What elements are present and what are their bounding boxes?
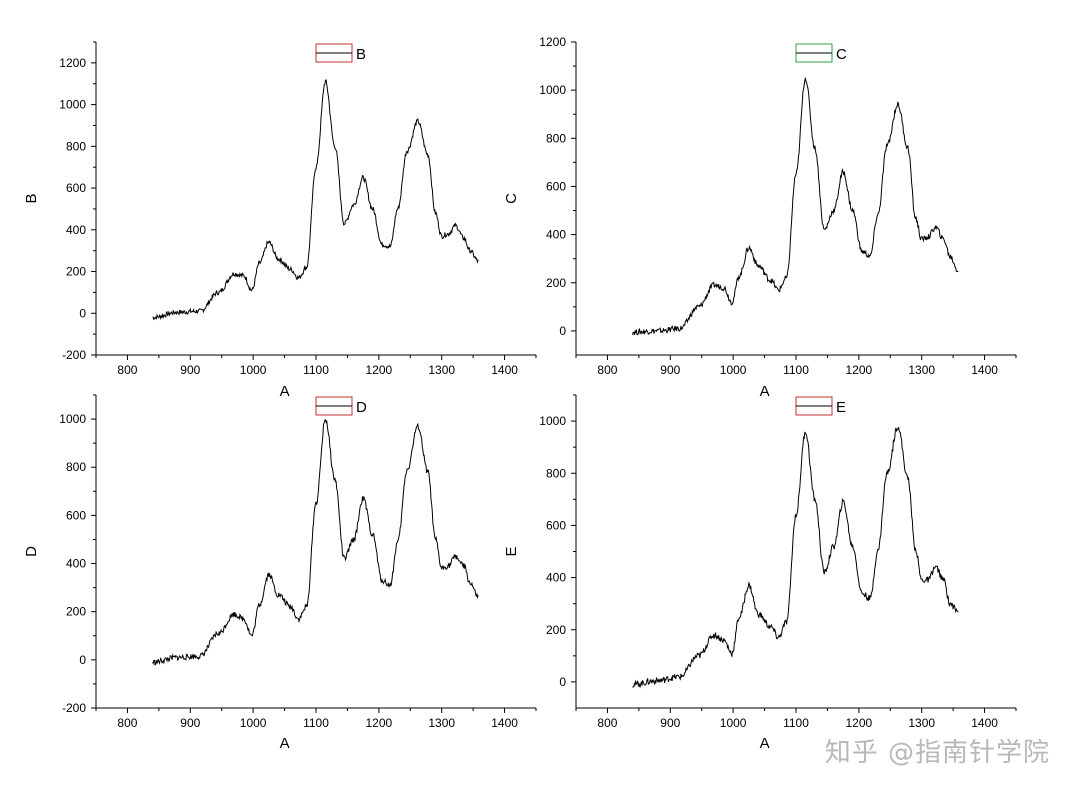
y-tick-label: 1000 xyxy=(539,414,566,428)
y-tick-label: 0 xyxy=(79,306,86,320)
x-tick-label: 900 xyxy=(180,716,200,730)
series-line-c xyxy=(632,77,959,336)
x-tick-label: 1200 xyxy=(366,363,393,377)
x-tick-label: 800 xyxy=(597,716,617,730)
x-tick-label: 1000 xyxy=(240,716,267,730)
chart-panel-d: -200 0 200 400 600 800 1000 800 900 1000 1100 1200 1… xyxy=(23,394,537,752)
series-line-b xyxy=(152,79,479,321)
legend-label: E xyxy=(836,399,846,416)
x-tick-label: 800 xyxy=(117,716,137,730)
series-line-d xyxy=(152,418,479,666)
y-tick-label: 800 xyxy=(546,131,566,145)
y-tick-label: 600 xyxy=(66,508,86,522)
y-tick-label: 600 xyxy=(66,181,86,195)
y-tick-label: 200 xyxy=(66,605,86,619)
chart-panel-b: -200 0 200 400 600 800 1000 1200 800 900 1000 1100 1… xyxy=(23,41,537,400)
y-tick-label: 1000 xyxy=(59,98,86,112)
y-tick-label: 400 xyxy=(546,571,566,585)
x-tick-label: 1200 xyxy=(846,363,873,377)
y-axis-title: C xyxy=(503,193,520,204)
y-tick-label: 600 xyxy=(546,518,566,532)
y-tick-label: 800 xyxy=(66,460,86,474)
y-tick-label: 800 xyxy=(546,466,566,480)
y-tick-label: 0 xyxy=(559,675,566,689)
x-tick-label: 1400 xyxy=(491,716,518,730)
x-axis-title: A xyxy=(280,735,290,752)
legend-label: C xyxy=(836,46,847,63)
y-tick-label: -200 xyxy=(62,348,86,362)
watermark: 知乎 @指南针学院 xyxy=(824,738,1050,768)
y-tick-label: 0 xyxy=(559,324,566,338)
x-axis-title: A xyxy=(760,383,770,400)
x-tick-label: 800 xyxy=(117,363,137,377)
x-tick-label: 800 xyxy=(597,363,617,377)
y-tick-label: 200 xyxy=(546,276,566,290)
chart-panel-e: 0 200 400 600 800 1000 800 900 1000 1100 1200 1300 1… xyxy=(503,394,1017,752)
y-tick-label: 1000 xyxy=(539,83,566,97)
x-tick-label: 900 xyxy=(660,716,680,730)
y-tick-label: -200 xyxy=(62,701,86,715)
x-tick-label: 1300 xyxy=(908,363,935,377)
x-tick-label: 1300 xyxy=(428,716,455,730)
y-tick-label: 200 xyxy=(546,623,566,637)
x-tick-label: 1000 xyxy=(720,716,747,730)
x-tick-label: 1100 xyxy=(783,363,809,377)
y-tick-label: 1200 xyxy=(539,35,566,49)
y-tick-label: 1000 xyxy=(59,412,86,426)
y-tick-label: 400 xyxy=(66,557,86,571)
y-tick-label: 200 xyxy=(66,265,86,279)
x-tick-label: 1400 xyxy=(971,716,998,730)
x-tick-label: 1200 xyxy=(846,716,873,730)
y-axis-title: D xyxy=(23,546,40,557)
x-tick-label: 900 xyxy=(180,363,200,377)
y-tick-label: 600 xyxy=(546,179,566,193)
x-tick-label: 1100 xyxy=(303,716,329,730)
x-tick-label: 1200 xyxy=(366,716,393,730)
x-tick-label: 1100 xyxy=(303,363,329,377)
x-tick-label: 900 xyxy=(660,363,680,377)
y-tick-label: 1200 xyxy=(59,56,86,70)
x-tick-label: 1300 xyxy=(908,716,935,730)
y-tick-label: 800 xyxy=(66,139,86,153)
y-axis-title: B xyxy=(23,193,40,203)
series-line-e xyxy=(632,426,959,689)
legend-label: B xyxy=(356,46,366,63)
y-tick-label: 400 xyxy=(546,228,566,242)
chart-panel-c: 0 200 400 600 800 1000 1200 800 900 1000 1100 1200 1… xyxy=(503,35,1017,400)
x-tick-label: 1000 xyxy=(240,363,267,377)
x-tick-label: 1100 xyxy=(783,716,809,730)
x-tick-label: 1000 xyxy=(720,363,747,377)
y-tick-label: 400 xyxy=(66,223,86,237)
x-tick-label: 1400 xyxy=(971,363,998,377)
y-tick-label: 0 xyxy=(79,653,86,667)
legend-label: D xyxy=(356,399,367,416)
y-axis-title: E xyxy=(503,546,520,556)
x-axis-title: A xyxy=(760,735,770,752)
x-tick-label: 1400 xyxy=(491,363,518,377)
x-tick-label: 1300 xyxy=(428,363,455,377)
x-axis-title: A xyxy=(280,383,290,400)
